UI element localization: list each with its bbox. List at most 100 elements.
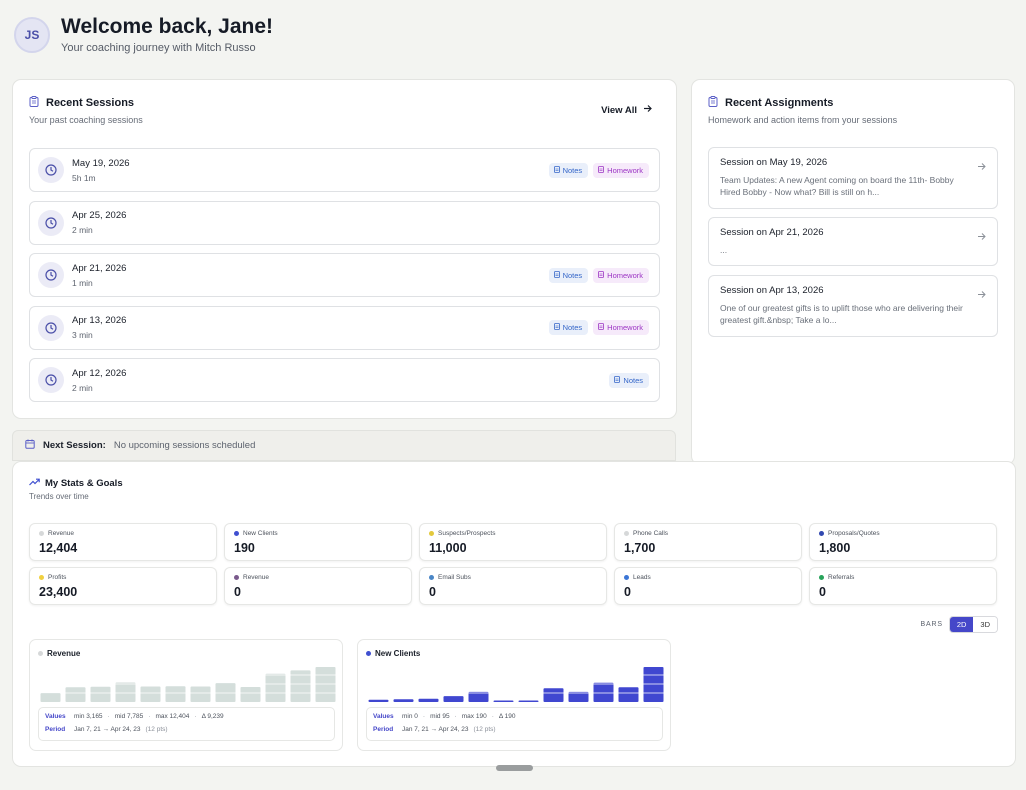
period-label: Period [373, 726, 394, 733]
assignment-item[interactable]: Session on Apr 21, 2026... [708, 217, 998, 267]
recent-sessions-card: Recent Sessions Your past coaching sessi… [12, 79, 677, 419]
session-date: Apr 21, 2026 [72, 262, 127, 274]
stat-value: 12,404 [39, 541, 78, 555]
homework-badge[interactable]: Homework [593, 162, 649, 178]
recent-assignments-header: Recent Assignments [708, 96, 998, 110]
mini-chart-summary: Values min 3,165 · mid 7,785 · max 12,404 · Δ 9… [38, 707, 335, 741]
points-count: (12 pts) [145, 726, 168, 733]
assignment-item[interactable]: Session on May 19, 2026 Team Updates: A n… [708, 147, 998, 209]
session-row[interactable]: Apr 21, 2026 1 min Notes Homework [29, 253, 660, 297]
stat-name: Revenue [48, 530, 75, 537]
separator-dot: · [148, 713, 151, 720]
stat-card: Leads 0 [614, 567, 802, 605]
notes-badge[interactable]: Notes [548, 162, 589, 178]
stat-name: New Clients [243, 530, 278, 537]
recent-sessions-header: Recent Sessions [29, 96, 660, 110]
series-dot [624, 531, 629, 536]
session-duration: 5h 1m [72, 172, 96, 183]
stats-goals-card: My Stats & Goals Trends over time Revenu… [12, 461, 1016, 767]
session-row[interactable]: May 19, 2026 5h 1m Notes Homework [29, 148, 660, 192]
chart-bar [543, 688, 564, 702]
chart-bar [468, 691, 489, 702]
session-row[interactable]: Apr 25, 2026 2 min [29, 200, 660, 245]
session-date: May 19, 2026 [72, 157, 130, 169]
toggle-2d-button[interactable]: 2D [949, 617, 974, 632]
session-info: Apr 12, 2026 2 min [72, 368, 126, 393]
series-dot [819, 531, 824, 536]
mini-chart-title: Revenue [38, 649, 334, 658]
session-duration: 1 min [72, 277, 93, 288]
chart-bar [140, 686, 161, 702]
session-list: May 19, 2026 5h 1m Notes Homework Apr 25, 20… [29, 148, 660, 402]
series-dot [366, 651, 371, 656]
stat-label: Revenue [39, 530, 216, 537]
session-date: Apr 12, 2026 [72, 367, 127, 379]
session-tags: Notes Homework [548, 320, 649, 335]
notes-label: Notes [562, 323, 583, 332]
mini-chart-card: Revenue Values min 3,165 · mid 7,785 · max 12,… [29, 639, 343, 751]
series-dot [38, 651, 43, 656]
separator-dot: · [454, 713, 457, 720]
mini-chart-title-text: Revenue [47, 649, 81, 658]
arrow-right-icon [977, 158, 986, 176]
page-subtitle: Your coaching journey with Mitch Russo [61, 42, 256, 54]
session-tags: Notes Homework [548, 267, 649, 283]
clock-icon [38, 314, 64, 341]
clipboard-icon [598, 165, 605, 175]
stats-subtitle: Trends over time [29, 492, 89, 501]
document-icon [553, 165, 560, 175]
resize-handle[interactable] [496, 765, 533, 771]
view-all-label: View All [601, 104, 637, 116]
summary-min: min 0 [402, 713, 418, 720]
recent-sessions-subtitle: Your past coaching sessions [29, 115, 143, 125]
mini-chart-title: New Clients [366, 649, 662, 658]
chart-bar [40, 693, 61, 702]
homework-badge[interactable]: Homework [593, 320, 649, 335]
chart-bar [90, 686, 111, 702]
stat-card: Suspects/Prospects 11,000 [419, 523, 607, 561]
session-info: Apr 13, 2026 3 min [72, 315, 126, 340]
avatar[interactable]: JS [14, 17, 50, 53]
stat-label: Phone Calls [624, 530, 801, 537]
assignment-description: ... [720, 245, 728, 256]
series-dot [624, 575, 629, 580]
homework-label: Homework [607, 323, 643, 332]
assignment-item[interactable]: Session on Apr 13, 2026 One of our greate… [708, 274, 998, 337]
stat-label: Revenue [234, 574, 411, 581]
values-label: Values [373, 713, 394, 720]
chart-bar [643, 667, 664, 702]
view-all-button[interactable]: View All [601, 104, 652, 116]
next-session-value: No upcoming sessions scheduled [113, 440, 256, 451]
stat-card: Revenue 0 [224, 567, 412, 605]
stat-value: 190 [234, 541, 255, 555]
session-date: Apr 13, 2026 [72, 315, 127, 326]
stat-name: Proposals/Quotes [828, 530, 880, 537]
stat-card: New Clients 190 [224, 523, 412, 561]
notes-badge[interactable]: Notes [609, 372, 649, 388]
toggle-3d-button[interactable]: 3D [973, 617, 997, 632]
stat-card: Revenue 12,404 [29, 523, 217, 561]
document-icon [553, 323, 560, 332]
clock-icon [38, 262, 64, 288]
notes-badge[interactable]: Notes [548, 267, 589, 283]
summary-mid: mid 95 [430, 713, 450, 720]
points-count: (12 pts) [473, 726, 496, 733]
session-row[interactable]: Apr 13, 2026 3 min Notes Homework [29, 305, 660, 350]
stats-title: My Stats & Goals [45, 478, 123, 489]
session-row[interactable]: Apr 12, 2026 2 min Notes [29, 358, 660, 402]
notes-badge[interactable]: Notes [548, 320, 589, 335]
chart-bar [215, 683, 236, 702]
recent-assignments-card: Recent Assignments Homework and action i… [691, 79, 1015, 465]
assignment-list: Session on May 19, 2026 Team Updates: A n… [708, 147, 998, 337]
homework-badge[interactable]: Homework [593, 267, 649, 283]
chart-bar [418, 698, 439, 702]
mini-chart-summary: Values min 0 · mid 95 · max 190 · Δ 190 Period Ja… [366, 707, 663, 741]
recent-sessions-title: Recent Sessions [46, 97, 135, 109]
calendar-icon [25, 439, 35, 452]
period-range: Jan 7, 21 → Apr 24, 23 [74, 726, 141, 733]
next-session-bar: Next Session: No upcoming sessions sched… [12, 430, 676, 461]
stat-label: Leads [624, 574, 801, 581]
next-session-label: Next Session: [43, 440, 106, 451]
chart-bar [65, 687, 86, 702]
chart-bar [393, 699, 414, 702]
